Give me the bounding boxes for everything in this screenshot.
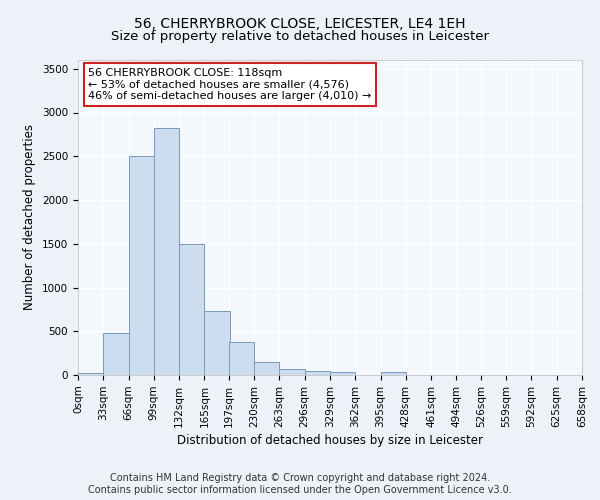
Text: Contains HM Land Registry data © Crown copyright and database right 2024.
Contai: Contains HM Land Registry data © Crown c… bbox=[88, 474, 512, 495]
Bar bbox=[280, 369, 305, 375]
Bar bbox=[78, 373, 103, 375]
Bar bbox=[330, 372, 355, 375]
Bar bbox=[103, 333, 128, 375]
Text: 56, CHERRYBROOK CLOSE, LEICESTER, LE4 1EH: 56, CHERRYBROOK CLOSE, LEICESTER, LE4 1E… bbox=[134, 18, 466, 32]
X-axis label: Distribution of detached houses by size in Leicester: Distribution of detached houses by size … bbox=[177, 434, 483, 447]
Bar bbox=[380, 372, 406, 375]
Bar bbox=[229, 342, 254, 375]
Bar bbox=[154, 128, 179, 375]
Text: 56 CHERRYBROOK CLOSE: 118sqm
← 53% of detached houses are smaller (4,576)
46% of: 56 CHERRYBROOK CLOSE: 118sqm ← 53% of de… bbox=[88, 68, 371, 101]
Bar bbox=[254, 362, 280, 375]
Bar bbox=[205, 311, 230, 375]
Y-axis label: Number of detached properties: Number of detached properties bbox=[23, 124, 37, 310]
Text: Size of property relative to detached houses in Leicester: Size of property relative to detached ho… bbox=[111, 30, 489, 43]
Bar bbox=[128, 156, 154, 375]
Bar bbox=[179, 244, 205, 375]
Bar bbox=[305, 370, 330, 375]
